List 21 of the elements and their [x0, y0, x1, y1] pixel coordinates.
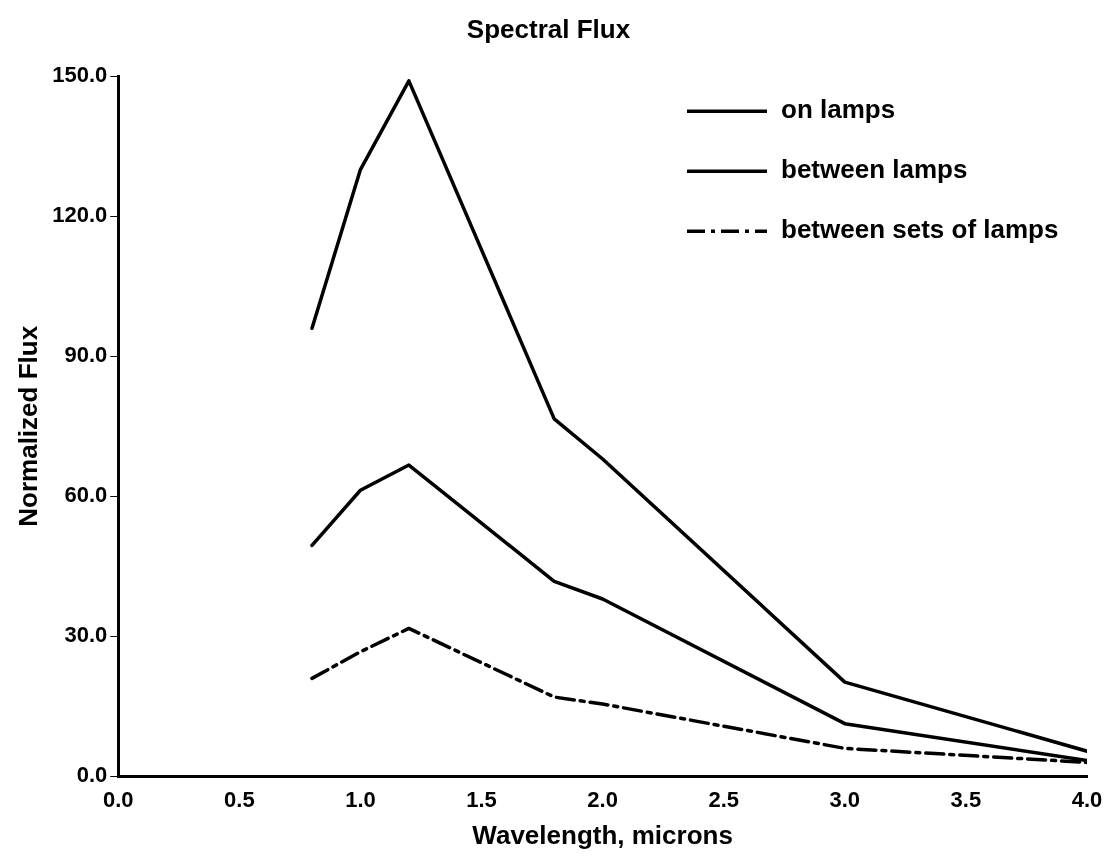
y-tick-label: 120.0 — [52, 202, 108, 228]
y-tick-label: 0.0 — [76, 762, 108, 788]
chart-title: Spectral Flux — [466, 13, 631, 44]
legend-label: between lamps — [781, 154, 968, 185]
y-tick-label: 150.0 — [52, 62, 108, 88]
x-tick-label: 2.0 — [587, 786, 618, 812]
x-tick-label: 0.5 — [224, 786, 255, 812]
x-tick-label: 3.0 — [829, 786, 861, 812]
x-tick-label: 1.5 — [466, 786, 497, 812]
legend-label: on lamps — [781, 94, 896, 125]
x-tick-label: 2.5 — [708, 786, 740, 812]
y-axis-title: Normalized Flux — [12, 325, 43, 527]
x-axis-title: Wavelength, microns — [472, 819, 733, 850]
x-tick-label: 4.0 — [1071, 786, 1103, 812]
y-tick-label: 60.0 — [64, 482, 108, 508]
x-tick-label: 3.5 — [950, 786, 982, 812]
y-tick-label: 30.0 — [64, 622, 108, 648]
x-tick-label: 1.0 — [345, 786, 376, 812]
x-tick-label: 0.0 — [102, 786, 134, 812]
legend-label: between sets of lamps — [781, 214, 1059, 245]
y-tick-label: 90.0 — [64, 342, 108, 368]
